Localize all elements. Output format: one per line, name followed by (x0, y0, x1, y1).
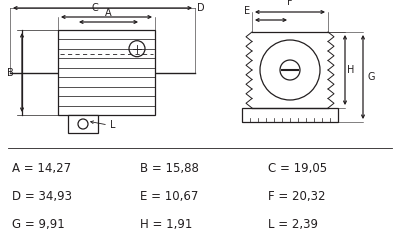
Text: H = 1,91: H = 1,91 (140, 217, 192, 231)
Text: C: C (91, 3, 98, 13)
Text: D = 34,93: D = 34,93 (12, 189, 72, 202)
Text: G: G (367, 72, 374, 82)
Text: E = 10,67: E = 10,67 (140, 189, 198, 202)
Text: C = 19,05: C = 19,05 (268, 162, 327, 175)
Bar (58, 30, 155, 115)
Text: B = 15,88: B = 15,88 (140, 162, 199, 175)
Bar (68, 115, 98, 133)
Text: F = 20,32: F = 20,32 (268, 189, 326, 202)
Text: H: H (347, 65, 354, 75)
Text: A: A (105, 8, 112, 18)
Text: F: F (287, 0, 293, 7)
Text: D: D (197, 3, 205, 13)
Text: B: B (7, 67, 14, 77)
Text: E: E (244, 6, 250, 16)
Bar (242, 108, 338, 122)
Text: A = 14,27: A = 14,27 (12, 162, 71, 175)
Text: L: L (110, 120, 116, 130)
Text: G = 9,91: G = 9,91 (12, 217, 65, 231)
Text: L = 2,39: L = 2,39 (268, 217, 318, 231)
